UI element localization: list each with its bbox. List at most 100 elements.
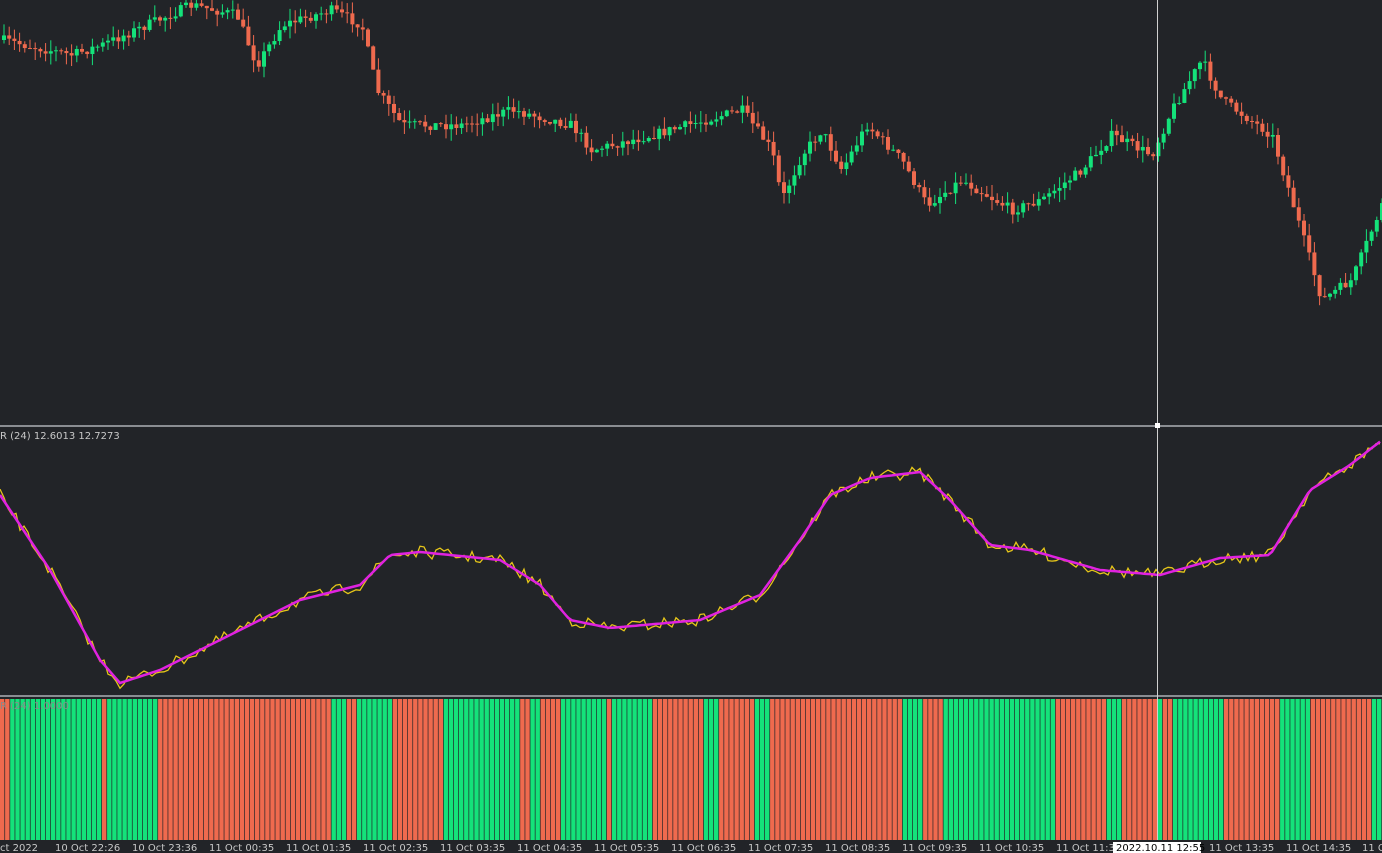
histogram-bar xyxy=(892,699,897,840)
histogram-bar xyxy=(974,699,979,840)
candle-body xyxy=(917,185,922,188)
histogram-bar xyxy=(1065,699,1071,840)
candle-body xyxy=(402,120,407,123)
histogram-bar xyxy=(989,699,994,840)
candle-body xyxy=(220,12,225,15)
histogram-bar xyxy=(754,699,760,840)
histogram-bar xyxy=(1111,699,1117,840)
candle-body xyxy=(1073,170,1078,181)
histogram-bar xyxy=(479,699,484,840)
histogram-bar xyxy=(418,699,423,840)
histogram-bar xyxy=(1377,699,1382,840)
histogram-bar xyxy=(632,699,637,840)
histogram-bar xyxy=(1285,699,1290,840)
histogram-bar xyxy=(637,699,642,840)
candle-body xyxy=(1239,111,1244,116)
candle-body xyxy=(553,119,558,124)
histogram-bar xyxy=(285,699,290,840)
candle-body xyxy=(215,10,220,15)
time-labels: ct 2022 10 Oct 22:26 10 Oct 23:36 11 Oct 00… xyxy=(0,843,1382,853)
candle-body xyxy=(1088,156,1093,168)
histogram-bar xyxy=(1106,699,1112,840)
candle-body xyxy=(1156,142,1161,157)
candle-body xyxy=(875,131,880,137)
histogram-bar xyxy=(326,699,331,840)
candle-body xyxy=(152,17,157,20)
histogram-bar xyxy=(918,699,923,840)
histogram-bar xyxy=(882,699,887,840)
histogram-bar xyxy=(61,699,66,840)
candle-body xyxy=(74,48,79,56)
histogram-bar xyxy=(275,699,280,840)
candle-body xyxy=(470,123,474,125)
histogram-bar xyxy=(1147,699,1152,840)
histogram-bar xyxy=(1326,699,1331,840)
histogram-bar xyxy=(999,699,1004,840)
histogram-bar xyxy=(1229,699,1234,840)
histogram-bar xyxy=(453,699,459,840)
histogram-bar xyxy=(5,699,10,840)
histogram-bar xyxy=(30,699,35,840)
histogram-bar xyxy=(1178,699,1183,840)
histogram-bar xyxy=(295,699,301,840)
histogram-bar xyxy=(290,699,296,840)
candle-body xyxy=(1166,118,1171,134)
histogram-bar xyxy=(1035,699,1040,840)
histogram-bar xyxy=(887,699,892,840)
candle-body xyxy=(776,155,781,183)
histogram-bar xyxy=(1137,699,1142,840)
candle-body xyxy=(828,134,833,151)
candle-body xyxy=(397,113,402,121)
histogram-bar xyxy=(928,699,933,840)
histogram-bar xyxy=(102,699,107,840)
candle-body xyxy=(1348,280,1353,288)
histogram-bar xyxy=(851,699,857,840)
candle-body xyxy=(1031,203,1036,206)
histogram-bar xyxy=(693,699,698,840)
candle-body xyxy=(12,38,17,41)
candle-body xyxy=(1135,141,1140,151)
histogram-bar xyxy=(759,699,765,840)
histogram-bar xyxy=(963,699,969,840)
histogram-bar xyxy=(20,699,25,840)
candle-body xyxy=(444,124,448,130)
histogram-bar xyxy=(1310,699,1316,840)
candle-body xyxy=(282,26,287,31)
candle-body xyxy=(1229,98,1234,103)
histogram-bar xyxy=(1331,699,1336,840)
histogram-bar xyxy=(265,699,270,840)
candle-body xyxy=(1380,203,1382,221)
candle-body xyxy=(132,28,136,38)
candle-body xyxy=(964,182,968,184)
histogram-bar xyxy=(1142,699,1147,840)
histogram-bar xyxy=(306,699,311,840)
histogram-bar xyxy=(1014,699,1020,840)
candle-body xyxy=(418,121,422,123)
histogram-bar xyxy=(1045,699,1050,840)
histogram-bar xyxy=(688,699,693,840)
candle-body xyxy=(1083,167,1088,175)
histogram-bar xyxy=(168,699,173,840)
candle-body xyxy=(678,127,682,130)
candle-body xyxy=(1255,121,1260,124)
candle-body xyxy=(1359,252,1364,267)
histogram-bar xyxy=(586,699,591,840)
histogram-bar xyxy=(525,699,530,840)
candle-body xyxy=(823,134,828,136)
candle-body xyxy=(1000,202,1005,206)
histogram-bar xyxy=(1152,699,1157,840)
candle-body xyxy=(407,121,412,123)
candle-body xyxy=(1062,182,1067,189)
candle-body xyxy=(1265,131,1270,137)
candle-body xyxy=(126,35,131,38)
histogram-bar xyxy=(1055,699,1061,840)
candle-body xyxy=(303,16,308,18)
candle-body xyxy=(527,113,532,117)
candle-body xyxy=(1354,266,1358,281)
histogram-bar xyxy=(147,699,153,840)
histogram-bar xyxy=(800,699,806,840)
histogram-bar xyxy=(112,699,117,840)
histogram-bar xyxy=(1081,699,1086,840)
candle-body xyxy=(818,135,823,142)
histogram-bar xyxy=(71,699,76,840)
